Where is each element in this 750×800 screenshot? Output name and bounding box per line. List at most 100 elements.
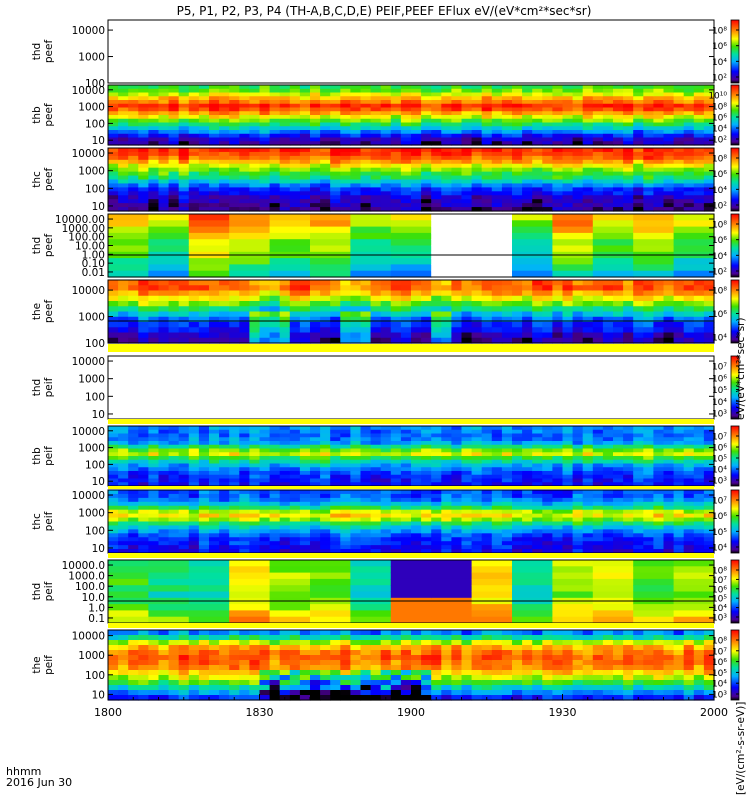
spectrogram-cell <box>582 474 594 480</box>
spectrogram-cell <box>532 545 543 550</box>
spectrogram-cell <box>663 513 675 519</box>
spectrogram-cell <box>451 426 463 431</box>
spectrogram-cell <box>198 85 210 90</box>
spectrogram-cell <box>370 96 382 101</box>
spectrogram-cell <box>168 545 180 550</box>
spectrogram-cell <box>431 316 442 323</box>
spectrogram-cell <box>673 327 685 334</box>
spectrogram-cell <box>128 517 139 523</box>
colorbar-tick-label: 10³ <box>712 477 727 487</box>
spectrogram-cell <box>663 207 675 212</box>
spectrogram-cell <box>148 220 190 228</box>
spectrogram-cell <box>209 118 220 124</box>
spectrogram-cell <box>128 141 139 146</box>
spectrogram-cell <box>400 529 412 534</box>
spectrogram-cell <box>370 88 382 94</box>
spectrogram-cell <box>421 199 432 204</box>
spectrogram-cell <box>380 441 392 446</box>
spectrogram-cell <box>370 537 382 542</box>
spectrogram-cell <box>703 426 715 431</box>
spectrogram-cell <box>602 203 614 208</box>
spectrogram-cell <box>613 311 624 318</box>
spectrogram-cell <box>168 429 180 435</box>
spectrogram-cell <box>310 141 321 146</box>
spectrogram-cell <box>299 155 311 161</box>
spectrogram-cell <box>178 316 190 323</box>
spectrogram-cell <box>390 474 402 480</box>
spectrogram-cell <box>340 141 351 146</box>
spectrogram-cell <box>532 478 543 483</box>
spectrogram-cell <box>400 497 412 503</box>
spectrogram-cell <box>330 187 341 192</box>
spectrogram-cell <box>380 478 392 483</box>
spectrogram-cell <box>441 441 452 446</box>
spectrogram-cell <box>703 448 715 453</box>
spectrogram-cell <box>471 311 483 318</box>
spectrogram-cell <box>128 103 139 109</box>
spectrogram-cell <box>108 316 119 323</box>
spectrogram-cell <box>683 285 695 292</box>
y-tick-label: 1000.00 <box>62 223 105 235</box>
spectrogram-cell <box>602 163 614 169</box>
spectrogram-cell <box>421 337 432 344</box>
spectrogram-cell <box>441 471 452 476</box>
spectrogram-cell <box>168 478 180 483</box>
spectrogram-cell <box>481 111 493 116</box>
spectrogram-cell <box>572 85 584 90</box>
spectrogram-cell <box>249 433 261 438</box>
colorbar-tick-label: 10⁶ <box>712 374 727 384</box>
spectrogram-cell <box>269 452 281 457</box>
spectrogram-cell <box>703 199 715 204</box>
spectrogram-cell <box>663 155 675 161</box>
spectrogram-cell <box>491 459 503 465</box>
spectrogram-cell <box>370 322 382 328</box>
spectrogram-cell <box>461 100 473 105</box>
spectrogram-cell <box>239 513 250 519</box>
spectrogram-cell <box>592 100 604 105</box>
spectrogram-cell <box>158 448 170 453</box>
spectrogram-cell <box>108 429 119 435</box>
spectrogram-cell <box>229 471 240 476</box>
spectrogram-cell <box>501 433 513 438</box>
spectrogram-cell <box>360 103 372 109</box>
spectrogram-cell <box>653 467 665 472</box>
spectrogram-cell <box>269 525 281 530</box>
spectrogram-cell <box>380 444 392 450</box>
spectrogram-cell <box>229 448 240 453</box>
spectrogram-cell <box>683 130 695 135</box>
spectrogram-cell <box>471 264 513 272</box>
spectrogram-cell <box>512 199 523 204</box>
spectrogram-cell <box>108 96 119 101</box>
spectrogram-cell <box>400 517 412 523</box>
spectrogram-cell <box>188 141 200 146</box>
spectrogram-cell <box>188 505 200 511</box>
spectrogram-cell <box>188 501 200 507</box>
spectrogram-cell <box>138 122 149 127</box>
spectrogram-cell <box>178 505 190 511</box>
spectrogram-cell <box>491 163 503 169</box>
spectrogram-cell <box>471 155 483 161</box>
spectrogram-cell <box>451 285 463 292</box>
spectrogram-cell <box>128 426 139 431</box>
spectrogram-cell <box>310 459 321 465</box>
spectrogram-cell <box>441 163 452 169</box>
spectrogram-cell <box>370 203 382 208</box>
spectrogram-cell <box>673 159 685 165</box>
spectrogram-cell <box>249 541 261 546</box>
spectrogram-cell <box>320 529 331 534</box>
spectrogram-cell <box>613 130 624 135</box>
spectrogram-cell <box>148 482 160 487</box>
spectrogram-cell <box>471 456 483 461</box>
spectrogram-cell <box>421 191 432 196</box>
spectrogram-cell <box>481 529 493 534</box>
spectrogram-cell <box>461 482 473 487</box>
spectrogram-cell <box>209 130 220 135</box>
spectrogram-cell <box>279 478 291 483</box>
spectrogram-cell <box>693 437 705 442</box>
spectrogram-cell <box>138 126 149 131</box>
spectrogram-cell <box>663 187 675 192</box>
spectrogram-cell <box>259 306 271 313</box>
spectrogram-cell <box>249 133 261 139</box>
spectrogram-cell <box>562 482 574 487</box>
spectrogram-cell <box>613 545 624 550</box>
